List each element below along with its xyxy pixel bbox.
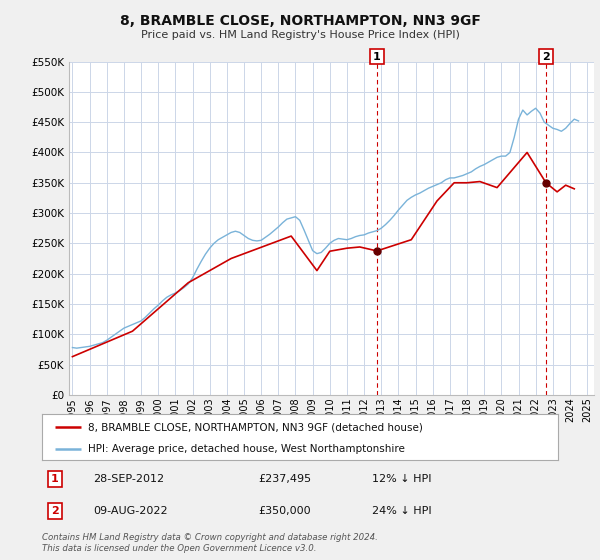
Text: £350,000: £350,000	[259, 506, 311, 516]
Text: 2: 2	[542, 52, 550, 62]
Text: Price paid vs. HM Land Registry's House Price Index (HPI): Price paid vs. HM Land Registry's House …	[140, 30, 460, 40]
Text: 09-AUG-2022: 09-AUG-2022	[94, 506, 168, 516]
Text: 1: 1	[51, 474, 59, 484]
Text: 24% ↓ HPI: 24% ↓ HPI	[372, 506, 432, 516]
Text: 28-SEP-2012: 28-SEP-2012	[94, 474, 165, 484]
Text: 1: 1	[373, 52, 381, 62]
Text: 2: 2	[51, 506, 59, 516]
Text: 8, BRAMBLE CLOSE, NORTHAMPTON, NN3 9GF (detached house): 8, BRAMBLE CLOSE, NORTHAMPTON, NN3 9GF (…	[88, 422, 424, 432]
Text: HPI: Average price, detached house, West Northamptonshire: HPI: Average price, detached house, West…	[88, 444, 406, 454]
Text: Contains HM Land Registry data © Crown copyright and database right 2024.
This d: Contains HM Land Registry data © Crown c…	[42, 533, 378, 553]
Text: £237,495: £237,495	[259, 474, 312, 484]
Text: 12% ↓ HPI: 12% ↓ HPI	[372, 474, 432, 484]
Text: 8, BRAMBLE CLOSE, NORTHAMPTON, NN3 9GF: 8, BRAMBLE CLOSE, NORTHAMPTON, NN3 9GF	[119, 14, 481, 28]
